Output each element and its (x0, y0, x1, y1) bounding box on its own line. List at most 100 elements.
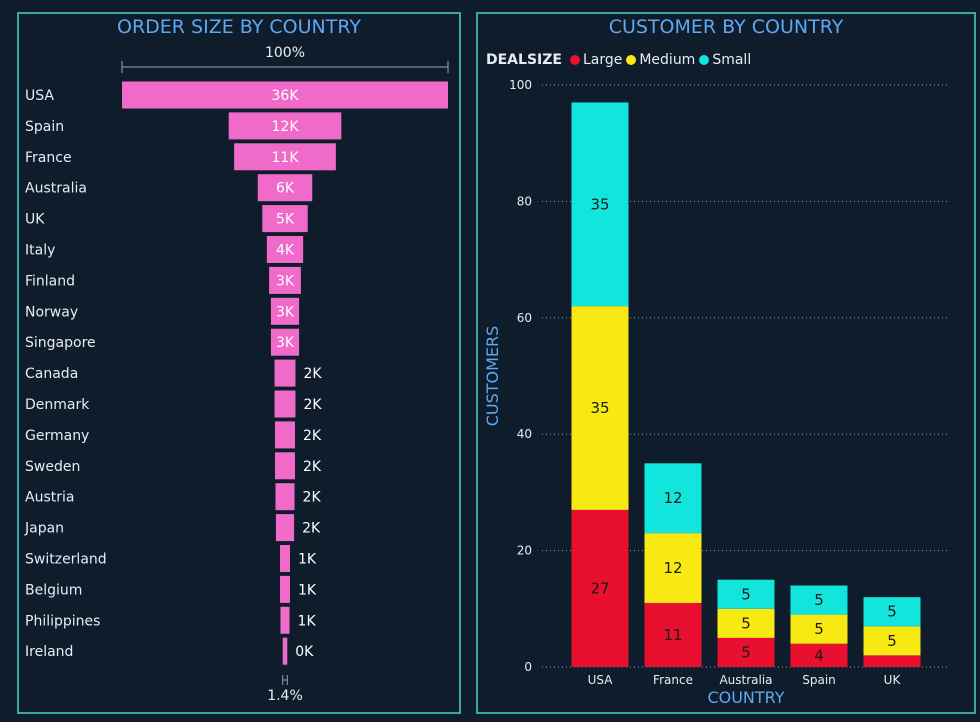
legend-label-large: Large (582, 52, 623, 68)
stack-segment-large[interactable] (717, 637, 775, 667)
funnel-value-label: 2K (303, 490, 322, 506)
funnel-country-label: Belgium (25, 582, 82, 598)
x-tick-label: USA (588, 673, 614, 687)
funnel-value-label: 5K (276, 212, 295, 228)
funnel-value-label: 4K (276, 243, 295, 259)
funnel-value-label: 11K (272, 150, 300, 166)
funnel-country-label: France (25, 150, 72, 166)
legend-label-medium: Medium (639, 52, 696, 68)
funnel-value-label: 12K (272, 119, 300, 135)
funnel-top-label: 100% (265, 45, 305, 61)
segment-value-label: 5 (741, 585, 751, 603)
funnel-bar[interactable] (275, 483, 295, 511)
stack-segment-small[interactable] (790, 585, 848, 615)
legend-item-medium[interactable]: Medium (626, 52, 695, 68)
funnel-country-label: Sweden (25, 459, 80, 475)
funnel-country-label: Japan (24, 521, 64, 537)
customer-title: CUSTOMER BY COUNTRY (608, 16, 844, 38)
x-tick-label: France (653, 673, 693, 687)
funnel-country-label: Austria (25, 490, 74, 506)
segment-value-label: 5 (741, 643, 751, 661)
funnel-bar[interactable] (269, 266, 301, 294)
funnel-bar[interactable] (270, 297, 300, 325)
segment-value-label: 5 (887, 603, 897, 621)
funnel-bar[interactable] (270, 328, 300, 356)
segment-value-label: 12 (663, 489, 682, 507)
stack-segment-large[interactable] (790, 643, 848, 667)
segment-value-label: 5 (814, 620, 824, 638)
y-tick-label: 20 (517, 544, 532, 558)
stack-segment-small[interactable] (717, 579, 775, 609)
funnel-bar[interactable] (274, 359, 296, 387)
funnel-country-label: Spain (25, 119, 64, 135)
legend-title: DEALSIZE (486, 52, 562, 68)
stack-segment-large[interactable] (571, 509, 629, 667)
funnel-country-label: Switzerland (25, 552, 107, 568)
y-tick-label: 60 (517, 311, 532, 325)
funnel-bar[interactable] (274, 390, 296, 418)
x-tick-label: UK (884, 673, 902, 687)
y-tick-label: 40 (517, 427, 532, 441)
funnel-bar[interactable] (228, 112, 342, 140)
funnel-country-label: Norway (25, 304, 78, 320)
legend-item-large[interactable]: Large (569, 52, 623, 68)
customer-panel: CUSTOMER BY COUNTRY DEALSIZE Large Mediu… (476, 12, 976, 714)
stack-segment-small[interactable] (571, 102, 629, 307)
stack-segment-medium[interactable] (863, 626, 921, 656)
funnel-bar[interactable] (234, 143, 336, 171)
funnel-country-label: Ireland (25, 644, 73, 660)
funnel-value-label: 2K (303, 428, 322, 444)
order-size-title: ORDER SIZE BY COUNTRY (117, 16, 361, 38)
stack-segment-large[interactable] (644, 602, 702, 667)
stack-segment-medium[interactable] (644, 533, 702, 603)
funnel-bar[interactable] (275, 514, 295, 542)
funnel-value-label: 1K (298, 582, 317, 598)
funnel-bar[interactable] (262, 205, 308, 233)
funnel-bar[interactable] (257, 174, 313, 202)
funnel-country-label: Australia (25, 181, 87, 197)
y-tick-label: 100 (509, 78, 532, 92)
segment-value-label: 5 (887, 632, 897, 650)
funnel-value-label: 3K (276, 335, 295, 351)
stack-segment-medium[interactable] (571, 306, 629, 510)
funnel-bar[interactable] (280, 575, 290, 603)
funnel-bar[interactable] (280, 606, 290, 634)
x-tick-label: Australia (719, 673, 772, 687)
stack-segment-medium[interactable] (790, 614, 848, 644)
segment-value-label: 35 (590, 399, 609, 417)
order-size-panel: ORDER SIZE BY COUNTRY 100% USA 36K Spain 12K… (17, 12, 461, 714)
funnel-bar[interactable] (266, 236, 304, 263)
funnel-value-label: 2K (302, 521, 321, 537)
funnel-bar[interactable] (275, 421, 295, 449)
funnel-country-label: Germany (25, 428, 89, 444)
funnel-country-label: Singapore (25, 335, 96, 351)
dealsize-legend: DEALSIZE Large Medium Small (486, 52, 755, 68)
legend-item-small[interactable]: Small (699, 52, 751, 68)
funnel-value-label: 0K (295, 644, 314, 660)
legend-label-small: Small (712, 52, 752, 68)
stack-segment-large[interactable] (863, 655, 921, 667)
funnel-bar[interactable] (122, 81, 448, 109)
legend-dot-small (699, 55, 710, 65)
funnel-bar[interactable] (282, 637, 288, 665)
funnel-value-label: 36K (272, 88, 300, 104)
segment-value-label: 27 (590, 579, 609, 597)
stack-segment-small[interactable] (644, 463, 702, 534)
x-tick-label: Spain (802, 673, 836, 687)
segment-value-label: 4 (814, 646, 824, 664)
funnel-bar[interactable] (275, 452, 295, 480)
stack-segment-small[interactable] (863, 597, 921, 627)
stack-segment-medium[interactable] (717, 608, 775, 638)
segment-value-label: 11 (663, 626, 682, 644)
funnel-value-label: 3K (276, 273, 295, 289)
order-size-funnel-chart: 100% USA 36K Spain 12K France 11K Australia 6K UK… (24, 45, 449, 704)
segment-value-label: 5 (741, 614, 751, 632)
funnel-country-label: Finland (25, 273, 75, 289)
funnel-bottom-label: 1.4% (267, 688, 303, 704)
segment-value-label: 35 (590, 195, 609, 213)
y-tick-label: 80 (517, 194, 532, 208)
funnel-country-label: Philippines (25, 613, 100, 629)
funnel-value-label: 6K (276, 181, 295, 197)
segment-value-label: 12 (663, 559, 682, 577)
funnel-bar[interactable] (280, 545, 290, 572)
